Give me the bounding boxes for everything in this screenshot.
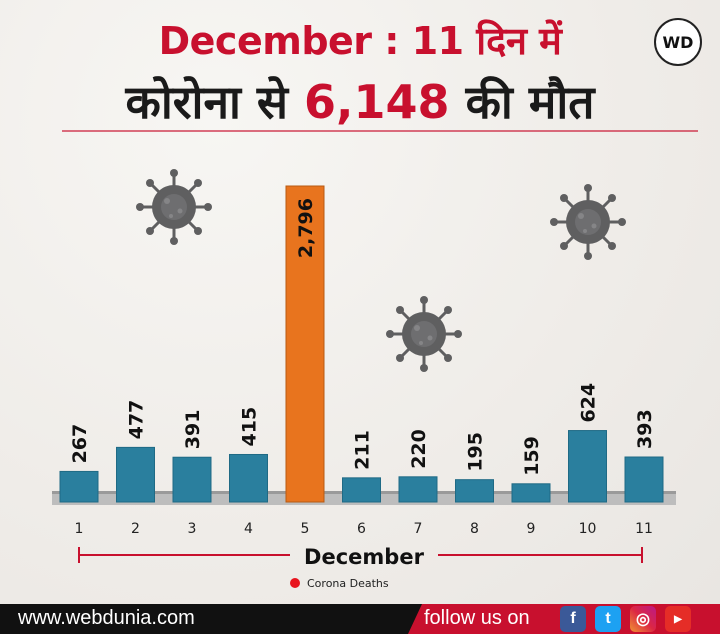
- xaxis-tick-label: 9: [527, 521, 536, 537]
- bar-day-5: [285, 185, 325, 503]
- xaxis-tick-label: 1: [75, 521, 84, 537]
- xaxis-label: December: [304, 545, 425, 569]
- footer-url[interactable]: www.webdunia.com: [18, 607, 195, 629]
- legend-marker: [290, 578, 300, 588]
- follow-label: follow us on: [424, 607, 530, 629]
- xaxis-tick-label: 6: [357, 521, 366, 537]
- bar-value-label: 195: [465, 432, 487, 472]
- youtube-icon[interactable]: ▶: [665, 606, 691, 632]
- wd-logo: WD: [654, 18, 702, 66]
- bar-value-label: 220: [408, 429, 430, 469]
- xaxis-tick-label: 7: [414, 521, 423, 537]
- footer: www.webdunia.com follow us on f t ◎ ▶: [0, 604, 720, 634]
- bar-day-11: [624, 456, 664, 503]
- xaxis-tick-label: 5: [301, 521, 310, 537]
- bar-value-label: 477: [126, 400, 148, 440]
- bar-value-label: 2,796: [295, 198, 317, 258]
- xaxis-tick-label: 10: [579, 521, 597, 537]
- bar-value-label: 267: [69, 424, 91, 464]
- legend-label: Corona Deaths: [307, 577, 389, 590]
- title-divider: [62, 130, 698, 132]
- bar-day-8: [455, 479, 494, 503]
- bar-value-label: 415: [239, 407, 261, 447]
- virus-icon: [548, 182, 628, 262]
- title-line2-pre: कोरोना से: [125, 75, 305, 129]
- bar-value-label: 211: [352, 430, 374, 470]
- bar-value-label: 391: [182, 410, 204, 450]
- bar-value-label: 624: [578, 383, 600, 423]
- bar-chart: 267 1 477 2 391 3 415 4 2,796 5 211 6 220 7 195 8 159 9 62…: [52, 167, 676, 590]
- xaxis-tick-label: 11: [635, 521, 653, 537]
- virus-icon: [134, 167, 214, 247]
- title-line2-post: की मौत: [449, 75, 595, 129]
- bar-day-6: [342, 477, 381, 503]
- title-line1: December : 11 दिन में: [158, 19, 562, 63]
- bar-day-9: [511, 483, 551, 503]
- xaxis-tick-label: 2: [131, 521, 140, 537]
- virus-icon: [384, 294, 464, 374]
- xaxis-tick-label: 8: [470, 521, 479, 537]
- xaxis-tick-label: 4: [244, 521, 253, 537]
- bar-value-label: 159: [521, 436, 543, 476]
- bar-day-3: [172, 456, 212, 503]
- title-line2: कोरोना से 6,148 की मौत: [0, 70, 720, 132]
- bar-day-1: [59, 470, 99, 503]
- bar-day-2: [116, 446, 155, 503]
- xaxis-tick-label: 3: [188, 521, 197, 537]
- facebook-icon[interactable]: f: [560, 606, 586, 632]
- instagram-icon[interactable]: ◎: [630, 606, 656, 632]
- bar-day-7: [398, 476, 438, 503]
- bar-day-10: [568, 430, 607, 503]
- title-death-count: 6,148: [304, 75, 450, 129]
- bar-value-label: 393: [634, 409, 656, 449]
- bar-day-4: [229, 453, 268, 503]
- twitter-icon[interactable]: t: [595, 606, 621, 632]
